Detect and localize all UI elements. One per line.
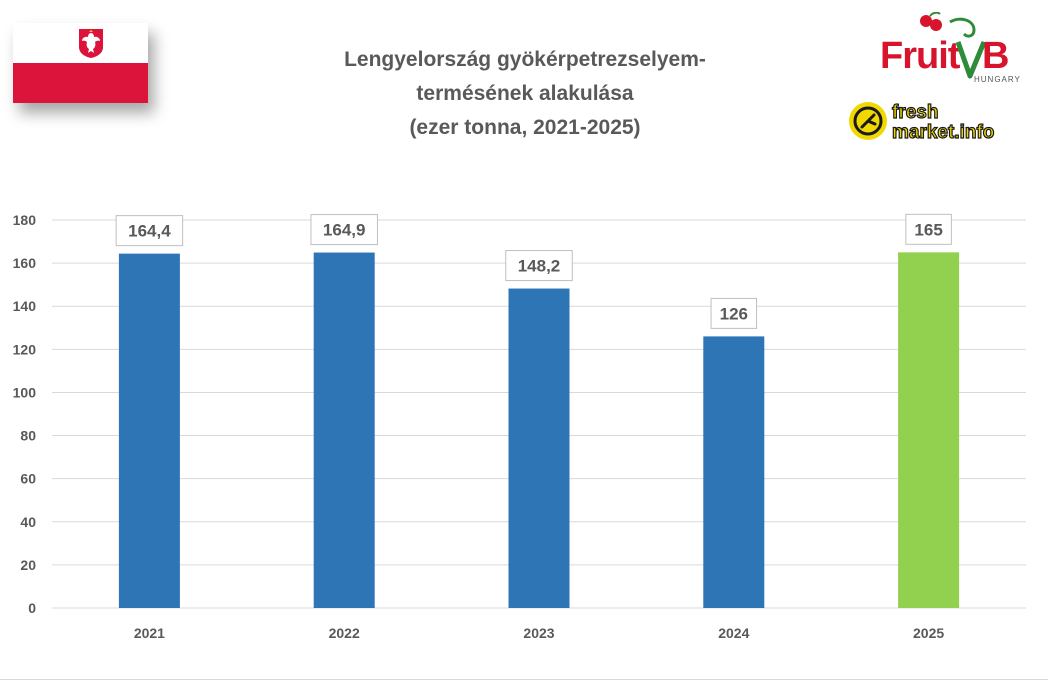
x-tick-label: 2024 [718,625,749,641]
x-tick-label: 2022 [329,625,360,641]
y-tick-label: 100 [13,384,37,400]
poland-flag [13,23,148,103]
y-tick-label: 180 [13,212,37,228]
y-tick-label: 0 [28,600,36,616]
chart-title-line-3: (ezer tonna, 2021-2025) [409,116,641,139]
svg-text:Fruit: Fruit [880,35,961,77]
svg-text:B: B [982,35,1009,77]
data-label-box [310,214,378,246]
bar [898,252,960,609]
data-label-box [115,215,184,247]
data-label: 148,2 [518,257,561,276]
bar [508,288,570,608]
eagle-emblem-icon [79,29,103,58]
chart-title-line-2: termésének alakulása [416,82,634,105]
data-label: 164,9 [323,221,366,240]
x-tick-label: 2023 [523,625,554,641]
svg-text:fresh: fresh [892,102,938,123]
data-label: 165 [914,220,942,239]
x-tick-label: 2021 [134,625,165,641]
fruitveb-logo: Fruit B HUNGARY [880,12,1021,84]
svg-text:HUNGARY: HUNGARY [974,75,1021,84]
y-tick-label: 60 [20,471,36,487]
y-tick-label: 160 [13,255,37,271]
y-tick-label: 20 [20,557,36,573]
data-label: 126 [720,304,748,323]
data-label: 164,4 [128,222,171,241]
x-tick-label: 2025 [913,625,944,641]
y-tick-label: 120 [13,341,37,357]
chart-title: Lengyelország gyökérpetrezselyem- termés… [290,43,760,145]
data-label-box [505,250,573,282]
svg-text:market.info: market.info [892,122,994,142]
freshmarket-logo: fresh market.info [849,101,995,142]
bar-chart: 0 20 40 60 80 100 120 140 160 180 164,4 2021 164,9 20… [13,212,1026,641]
y-tick-label: 40 [20,514,36,530]
y-tick-label: 140 [13,298,37,314]
data-label-box [710,297,758,329]
bar [703,336,765,608]
data-label-box [905,213,952,245]
chart-title-line-1: Lengyelország gyökérpetrezselyem- [344,48,706,71]
bottom-divider [0,679,1048,680]
bar [313,252,375,608]
bar [118,253,180,609]
y-tick-label: 80 [20,428,36,444]
